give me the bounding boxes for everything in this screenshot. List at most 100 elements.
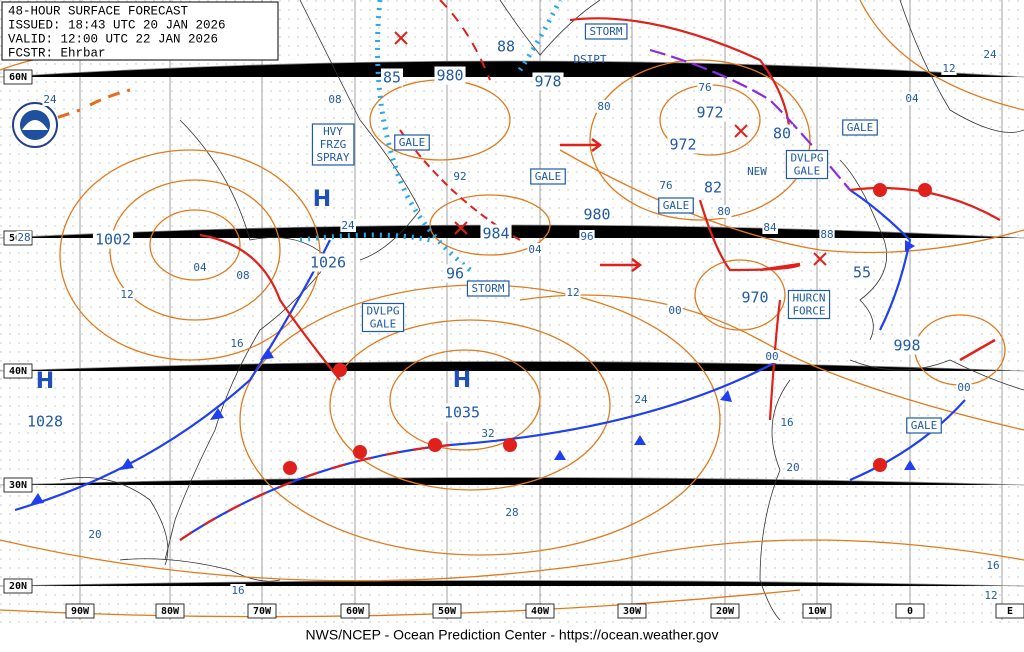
pressure-label-bg — [434, 66, 466, 85]
pressure-label-bg — [891, 336, 923, 355]
pressure-label-bg — [92, 230, 134, 249]
lon-label: E — [1007, 606, 1013, 617]
isobar-label: 08 — [328, 93, 341, 106]
header-valid: VALID: 12:00 UTC 22 JAN 2026 — [8, 32, 218, 46]
pressure-label-bg — [480, 224, 512, 243]
isobar-label: 12 — [942, 62, 955, 75]
isobar-label: 28 — [17, 231, 30, 244]
pressure-label-bg — [667, 135, 699, 154]
pressure-label: 970 — [741, 289, 768, 307]
lat-label: 30N — [9, 480, 27, 491]
lat-label: 40N — [9, 366, 27, 377]
isobar-label: 16 — [231, 584, 244, 597]
lon-label-box — [525, 603, 555, 619]
isobar-label: 20 — [88, 528, 101, 541]
warning-box: GALE — [530, 168, 566, 185]
warning-box-frame — [394, 134, 430, 151]
pressure-label: 1026 — [310, 254, 346, 272]
pressure-label: 998 — [893, 337, 920, 355]
isobars — [0, 0, 1024, 618]
fronts — [14, 0, 1001, 541]
lon-label: 60W — [346, 606, 365, 617]
isobar-label-bg — [983, 589, 999, 602]
warning-box: STORM — [584, 23, 628, 40]
isobar-label-bg — [42, 93, 58, 106]
warning-box-frame — [785, 149, 829, 180]
pressure-label: 88 — [497, 38, 515, 56]
warning-text: STORM — [589, 25, 622, 38]
warning-box-frame — [658, 197, 694, 214]
warning-text: GALE — [847, 121, 874, 134]
isobar-label: 76 — [698, 81, 711, 94]
isobar-label: 00 — [957, 381, 970, 394]
isobar-label: 80 — [717, 205, 730, 218]
isobar-label: 00 — [765, 350, 778, 363]
isobar-label-bg — [779, 416, 795, 429]
noaa-logo — [12, 102, 58, 148]
pressure-label: 96 — [446, 265, 464, 283]
lat-label: 60N — [9, 72, 27, 83]
pressure-label: 978 — [534, 73, 561, 91]
warning-text: GALE — [535, 170, 562, 183]
lon-label-box — [155, 603, 185, 619]
labels-layer: 60N50N40N30N20N90W80W70W60W50W40W30W20W1… — [3, 23, 1024, 619]
isobar-label-bg — [229, 337, 245, 350]
isobar-label-bg — [340, 219, 356, 232]
isobar-label-bg — [764, 350, 780, 363]
isobar-label: 76 — [659, 179, 672, 192]
warning-box-frame — [466, 280, 510, 297]
isobar-label-bg — [230, 584, 246, 597]
pressure-label-bg — [770, 124, 794, 143]
isobar-label: 80 — [597, 100, 610, 113]
lat-label-box — [3, 578, 33, 594]
isobar-label-bg — [579, 230, 595, 243]
plain-label: NEW — [747, 165, 767, 178]
coastlines — [59, 0, 1024, 621]
isobar-label-bg — [565, 286, 581, 299]
warning-text: FORCE — [792, 305, 825, 318]
lon-label: 0 — [907, 606, 913, 617]
lat-label: 20N — [9, 581, 27, 592]
pressure-label-bg — [739, 288, 771, 307]
header-issued: ISSUED: 18:43 UTC 20 JAN 2026 — [8, 18, 226, 32]
isobar-label-bg — [762, 221, 778, 234]
warning-text: GALE — [663, 199, 690, 212]
warning-box: STORM — [466, 280, 510, 297]
lat-label-box — [3, 363, 33, 379]
warning-box: GALE — [906, 417, 942, 434]
pressure-label: 984 — [482, 225, 509, 243]
pressure-label: 55 — [853, 264, 871, 282]
footer-background — [0, 630, 1024, 652]
isobar-label-bg — [633, 393, 649, 406]
isobar-label-bg — [982, 48, 998, 61]
pressure-label: 1002 — [95, 231, 131, 249]
lon-label-box — [802, 603, 832, 619]
lat-label-box — [3, 69, 33, 85]
pressure-label: 82 — [704, 179, 722, 197]
lon-label: 30W — [623, 606, 642, 617]
plain-label: DSIPT — [573, 53, 606, 66]
isobar-label-bg — [527, 243, 543, 256]
high-pressure-center: H — [36, 369, 54, 394]
warning-box-frame — [842, 119, 878, 136]
isobar-label-bg — [480, 427, 496, 440]
isobar-label-bg — [941, 62, 957, 75]
warning-text: STORM — [471, 282, 504, 295]
isobar-label-bg — [327, 93, 343, 106]
header-title: 48-HOUR SURFACE FORECAST — [8, 4, 189, 18]
warning-text: HURCN — [792, 292, 825, 305]
warning-text: HVY — [323, 125, 343, 138]
pressure-label-bg — [694, 103, 726, 122]
isobar-label-bg — [716, 205, 732, 218]
isobar-label: 20 — [786, 461, 799, 474]
warning-text: FRZG — [320, 138, 347, 151]
isobar-label: 08 — [236, 269, 249, 282]
warning-text: DVLPG — [366, 305, 399, 318]
warning-box: GALE — [658, 197, 694, 214]
isobar-label-bg — [658, 179, 674, 192]
isobar-label: 24 — [43, 93, 57, 106]
lon-label-box — [617, 603, 647, 619]
